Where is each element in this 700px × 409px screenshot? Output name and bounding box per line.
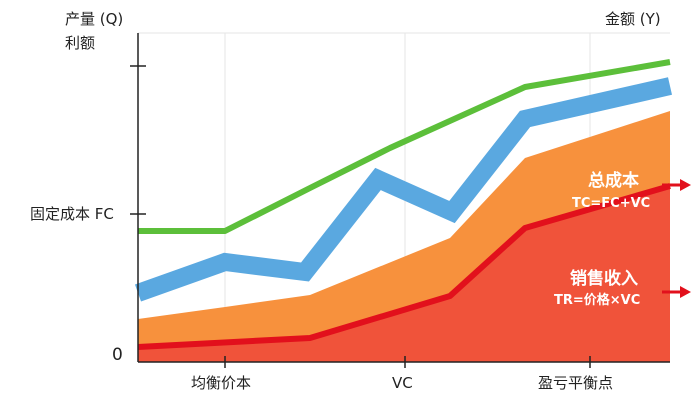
x-label-3: 盈亏平衡点 [538,374,614,392]
arrows [662,179,691,298]
zero-label: 0 [112,345,123,365]
blue-cost-band [134,77,672,302]
axes [130,33,670,368]
revenue-line [137,183,671,350]
right-axis-title: 金额 (Y) [605,10,661,28]
x-label-1: 均衡价本 [191,374,252,392]
left-axis-subtitle: 利额 [65,34,96,52]
fixed-cost-label: 固定成本 FC [30,205,114,223]
total-cost-formula: TC=FC+VC [572,196,651,211]
revenue-area [138,186,670,362]
total-cost-arrow-head [680,179,691,191]
x-label-2: VC [392,374,413,392]
revenue-title: 销售收入 [570,269,638,289]
revenue-formula: TR=价格×VC [554,293,641,308]
green-line [138,59,671,234]
revenue-arrow-head [680,286,691,298]
left-axis-title: 产量 (Q) [65,10,124,28]
total-cost-area [138,111,670,347]
total-cost-title: 总成本 [588,171,639,191]
